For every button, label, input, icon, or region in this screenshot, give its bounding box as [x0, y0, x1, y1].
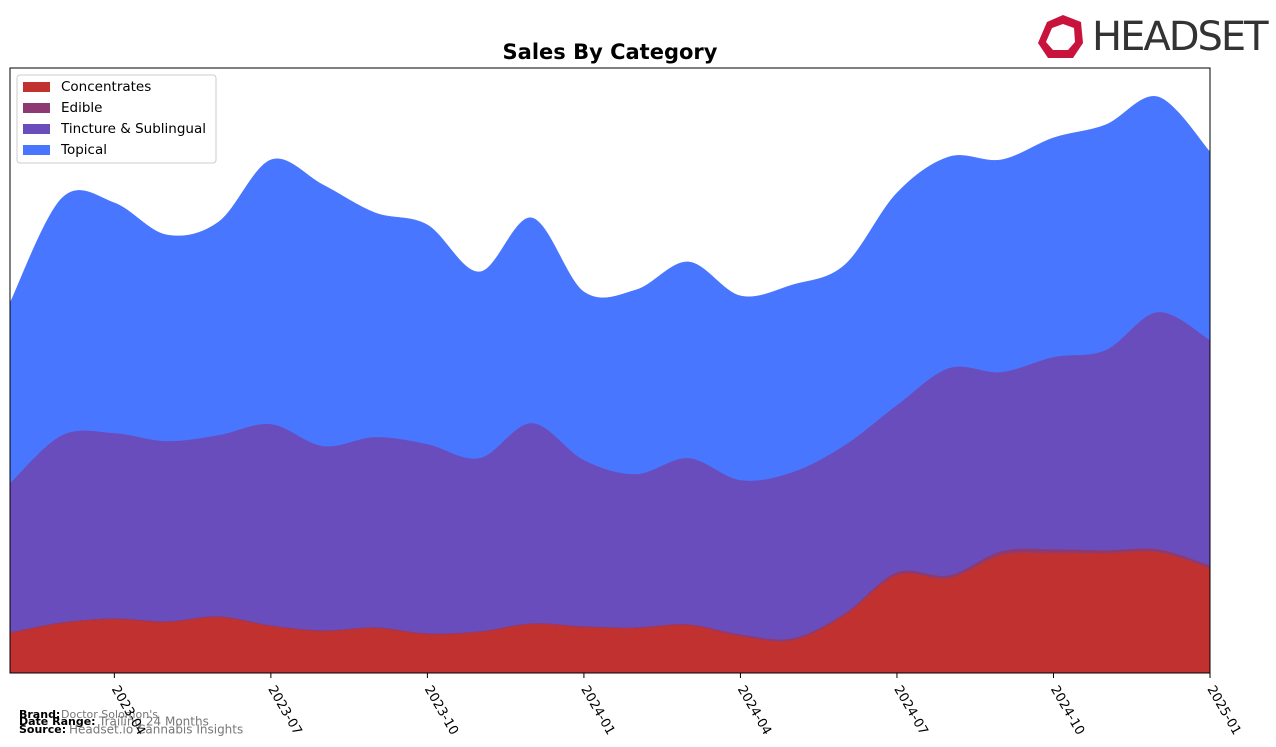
legend-label: Tincture & Sublingual	[60, 121, 206, 137]
x-tick-label: 2024-04	[734, 683, 774, 738]
legend-swatch	[23, 124, 50, 134]
footer-value: Headset.io Cannabis Insights	[69, 723, 243, 737]
footer-label: Brand:	[19, 708, 60, 721]
logo-text: HEADSET	[1092, 14, 1269, 60]
logo: HEADSET	[1038, 14, 1271, 60]
legend-swatch	[23, 103, 50, 113]
chart-title: Sales By Category	[503, 40, 718, 64]
x-tick-label: 2023-07	[264, 683, 304, 738]
plot-frame	[9, 67, 1211, 674]
legend-swatch	[23, 82, 50, 92]
logo-inner	[1046, 24, 1075, 50]
area	[9, 96, 1211, 484]
legend-label: Concentrates	[61, 79, 151, 95]
footer: Brand: Doctor Solomon's Date Range: Trai…	[19, 708, 243, 737]
x-tick-label: 2023-10	[421, 683, 461, 738]
legend-label: Edible	[61, 100, 102, 116]
footer-label: Source:	[19, 723, 66, 736]
x-tick-label: 2024-10	[1047, 683, 1087, 738]
legend: Concentrates Edible Tincture & Sublingual T…	[16, 74, 217, 164]
legend-label: Topical	[60, 142, 107, 158]
x-tick-label: 2024-07	[890, 683, 930, 738]
legend-frame	[16, 74, 217, 164]
footer-value: Doctor Solomon's	[61, 708, 158, 721]
legend-swatch	[23, 145, 50, 155]
plot	[9, 96, 1211, 674]
footer-label: Date Range:	[19, 715, 96, 728]
footer-value: Trailing 24 Months	[98, 715, 209, 729]
x-tick-label: 2025-01	[1204, 683, 1244, 738]
x-tick-label: 2024-01	[577, 683, 617, 738]
